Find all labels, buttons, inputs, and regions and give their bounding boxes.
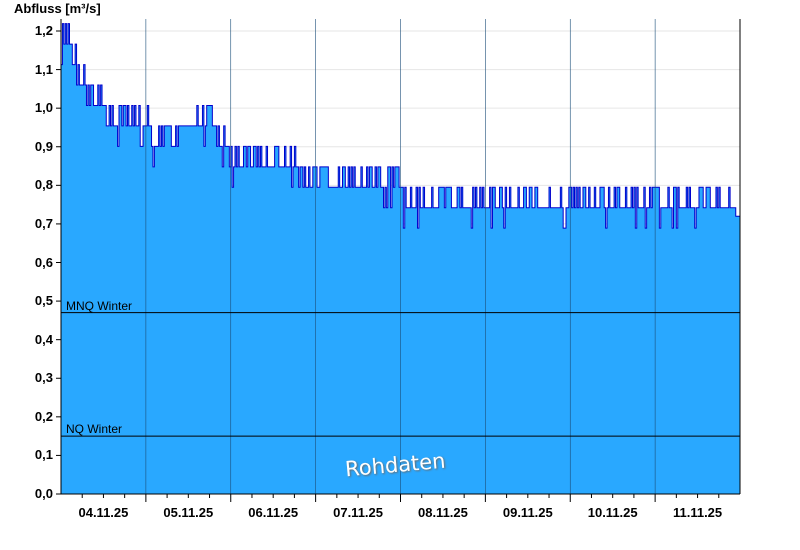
nq-winter-label: NQ Winter xyxy=(66,422,123,437)
y-axis-title: Abfluss [m³/s] xyxy=(14,1,101,16)
y-tick-label: 0,2 xyxy=(34,408,53,424)
y-tick-label: 0,1 xyxy=(34,447,53,463)
mnq-winter-label: MNQ Winter xyxy=(66,298,132,313)
y-tick-label: 1,0 xyxy=(34,100,53,116)
y-tick-label: 0,7 xyxy=(34,215,53,231)
x-tick-label: 10.11.25 xyxy=(587,505,638,520)
x-tick-label: 08.11.25 xyxy=(417,505,468,520)
discharge-line xyxy=(61,23,740,229)
x-tick-label: 11.11.25 xyxy=(672,505,723,520)
y-tick-label: 0,6 xyxy=(34,254,53,270)
x-tick-label: 07.11.25 xyxy=(333,505,383,520)
y-tick-label: 0,0 xyxy=(34,486,53,501)
x-tick-label: 05.11.25 xyxy=(163,505,214,520)
y-tick-label: 0,5 xyxy=(34,293,53,309)
x-tick-label: 04.11.25 xyxy=(78,505,129,520)
y-tick-label: 0,9 xyxy=(34,138,53,154)
y-tick-label: 1,1 xyxy=(34,61,53,77)
y-tick-label: 0,3 xyxy=(34,370,53,386)
y-tick-label: 1,2 xyxy=(34,23,53,38)
y-tick-label: 0,8 xyxy=(34,177,53,193)
y-tick-label: 0,4 xyxy=(34,331,53,347)
x-tick-label: 09.11.25 xyxy=(502,505,553,520)
x-tick-label: 06.11.25 xyxy=(248,505,299,520)
